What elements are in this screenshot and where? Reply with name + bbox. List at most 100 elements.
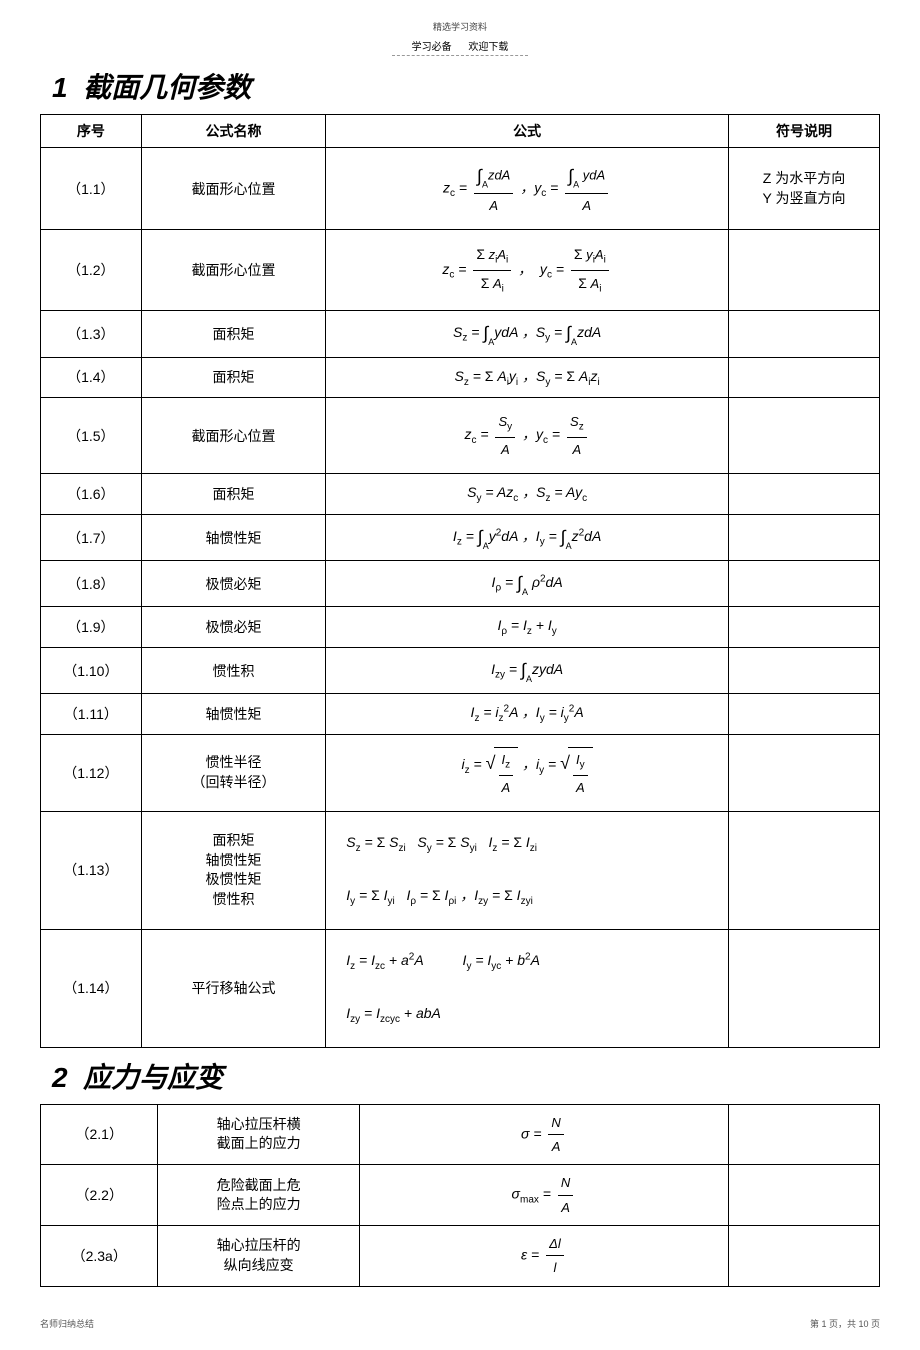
row-name: 截面形心位置 — [141, 398, 326, 474]
row-desc — [728, 734, 879, 811]
row-desc — [728, 311, 879, 357]
row-name: 极惯必矩 — [141, 607, 326, 648]
row-desc — [728, 515, 879, 561]
row-num: （1.14） — [41, 929, 142, 1047]
row-name: 面积矩 轴惯性矩 极惯性矩 惯性积 — [141, 811, 326, 929]
formula-cell: zc = ∫AzdAA ，yc = ∫A ydAA — [326, 148, 729, 230]
row-name: 极惯必矩 — [141, 561, 326, 607]
row-name: 面积矩 — [141, 357, 326, 398]
table-row: （1.9） 极惯必矩 Iρ = Iz + Iy — [41, 607, 880, 648]
row-desc — [728, 648, 879, 694]
row-num: （1.11） — [41, 694, 142, 735]
row-desc — [728, 474, 879, 515]
formula-cell: Iρ = Iz + Iy — [326, 607, 729, 648]
row-name: 截面形心位置 — [141, 230, 326, 311]
table-row: （1.8） 极惯必矩 Iρ = ∫A ρ2dA — [41, 561, 880, 607]
header-dashed-row: 学习必备 欢迎下载 — [40, 37, 880, 56]
table-row: （1.13） 面积矩 轴惯性矩 极惯性矩 惯性积 Sz = Σ Szi Sy =… — [41, 811, 880, 929]
row-desc — [728, 398, 879, 474]
row-name: 面积矩 — [141, 311, 326, 357]
row-name: 轴心拉压杆的 纵向线应变 — [158, 1226, 359, 1287]
row-desc — [728, 929, 879, 1047]
row-name: 惯性半径 （回转半径） — [141, 734, 326, 811]
table-row: （1.7） 轴惯性矩 Iz = ∫Ay2dA ，Iy = ∫Az2dA — [41, 515, 880, 561]
col-formula-header: 公式 — [326, 115, 729, 148]
table-header-row: 序号 公式名称 公式 符号说明 — [41, 115, 880, 148]
row-desc — [728, 1226, 879, 1287]
row-num: （1.9） — [41, 607, 142, 648]
section-1-title: 1 截面几何参数 — [52, 66, 880, 106]
row-num: （1.13） — [41, 811, 142, 929]
row-name: 危险截面上危 险点上的应力 — [158, 1165, 359, 1226]
formula-cell: σ = NA — [359, 1104, 728, 1165]
row-desc — [728, 357, 879, 398]
formula-cell: Iz = ∫Ay2dA ，Iy = ∫Az2dA — [326, 515, 729, 561]
formula-cell: ε = Δll — [359, 1226, 728, 1287]
table-row: （1.3） 面积矩 Sz = ∫AydA ，Sy = ∫AzdA — [41, 311, 880, 357]
col-desc-header: 符号说明 — [728, 115, 879, 148]
table-row: （1.6） 面积矩 Sy = Azc ，Sz = Ayc — [41, 474, 880, 515]
row-name: 面积矩 — [141, 474, 326, 515]
table-row: （1.2） 截面形心位置 zc = Σ ziAiΣ Ai ， yc = Σ yi… — [41, 230, 880, 311]
footer-left: 名师归纳总结 — [40, 1317, 94, 1330]
formula-cell: Iρ = ∫A ρ2dA — [326, 561, 729, 607]
table-row: （1.10） 惯性积 Izy = ∫AzydA — [41, 648, 880, 694]
row-num: （1.7） — [41, 515, 142, 561]
row-desc — [728, 1104, 879, 1165]
row-name: 轴惯性矩 — [141, 515, 326, 561]
row-num: （1.4） — [41, 357, 142, 398]
row-name: 惯性积 — [141, 648, 326, 694]
table-row: （1.4） 面积矩 Sz = Σ Aiyi ，Sy = Σ Aizi — [41, 357, 880, 398]
section-2-title: 2 应力与应变 — [52, 1056, 880, 1096]
formula-cell: Sy = Azc ，Sz = Ayc — [326, 474, 729, 515]
row-num: （1.6） — [41, 474, 142, 515]
row-name: 轴心拉压杆横 截面上的应力 — [158, 1104, 359, 1165]
table-row: （2.3a） 轴心拉压杆的 纵向线应变 ε = Δll — [41, 1226, 880, 1287]
row-num: （2.1） — [41, 1104, 158, 1165]
row-num: （1.10） — [41, 648, 142, 694]
row-name: 轴惯性矩 — [141, 694, 326, 735]
row-num: （1.1） — [41, 148, 142, 230]
row-name: 平行移轴公式 — [141, 929, 326, 1047]
row-desc — [728, 694, 879, 735]
top-header-text: 精选学习资料 — [40, 20, 880, 33]
row-num: （1.3） — [41, 311, 142, 357]
row-desc — [728, 1165, 879, 1226]
formula-cell: iz = IzA ，iy = IyA — [326, 734, 729, 811]
row-num: （1.2） — [41, 230, 142, 311]
row-num: （1.12） — [41, 734, 142, 811]
row-num: （2.2） — [41, 1165, 158, 1226]
col-num-header: 序号 — [41, 115, 142, 148]
formula-cell: σmax = NA — [359, 1165, 728, 1226]
formula-cell: Sz = Σ Szi Sy = Σ Syi Iz = Σ Izi Iy = Σ … — [326, 811, 729, 929]
formula-cell: Sz = Σ Aiyi ，Sy = Σ Aizi — [326, 357, 729, 398]
row-desc — [728, 230, 879, 311]
formula-cell: Iz = Izc + a2A Iy = Iyc + b2A Izy = Izcy… — [326, 929, 729, 1047]
formula-cell: zc = SyA ，yc = SzA — [326, 398, 729, 474]
formula-cell: Izy = ∫AzydA — [326, 648, 729, 694]
row-num: （2.3a） — [41, 1226, 158, 1287]
table-row: （1.1） 截面形心位置 zc = ∫AzdAA ，yc = ∫A ydAA Z… — [41, 148, 880, 230]
row-desc: Z 为水平方向 Y 为竖直方向 — [728, 148, 879, 230]
col-name-header: 公式名称 — [141, 115, 326, 148]
table-row: （2.2） 危险截面上危 险点上的应力 σmax = NA — [41, 1165, 880, 1226]
row-desc — [728, 811, 879, 929]
table-section-2: （2.1） 轴心拉压杆横 截面上的应力 σ = NA （2.2） 危险截面上危 … — [40, 1104, 880, 1287]
table-row: （2.1） 轴心拉压杆横 截面上的应力 σ = NA — [41, 1104, 880, 1165]
table-row: （1.12） 惯性半径 （回转半径） iz = IzA ，iy = IyA — [41, 734, 880, 811]
formula-cell: zc = Σ ziAiΣ Ai ， yc = Σ yiAiΣ Ai — [326, 230, 729, 311]
page-footer: 名师归纳总结 第 1 页，共 10 页 — [40, 1317, 880, 1330]
dash-left: 学习必备 — [412, 42, 452, 53]
row-num: （1.5） — [41, 398, 142, 474]
table-row: （1.5） 截面形心位置 zc = SyA ，yc = SzA — [41, 398, 880, 474]
table-row: （1.11） 轴惯性矩 Iz = iz2A ，Iy = iy2A — [41, 694, 880, 735]
formula-cell: Iz = iz2A ，Iy = iy2A — [326, 694, 729, 735]
formula-cell: Sz = ∫AydA ，Sy = ∫AzdA — [326, 311, 729, 357]
table-row: （1.14） 平行移轴公式 Iz = Izc + a2A Iy = Iyc + … — [41, 929, 880, 1047]
row-name: 截面形心位置 — [141, 148, 326, 230]
footer-right: 第 1 页，共 10 页 — [810, 1317, 880, 1330]
row-desc — [728, 607, 879, 648]
row-num: （1.8） — [41, 561, 142, 607]
table-section-1: 序号 公式名称 公式 符号说明 （1.1） 截面形心位置 zc = ∫AzdAA… — [40, 114, 880, 1048]
dash-right: 欢迎下载 — [468, 42, 508, 53]
